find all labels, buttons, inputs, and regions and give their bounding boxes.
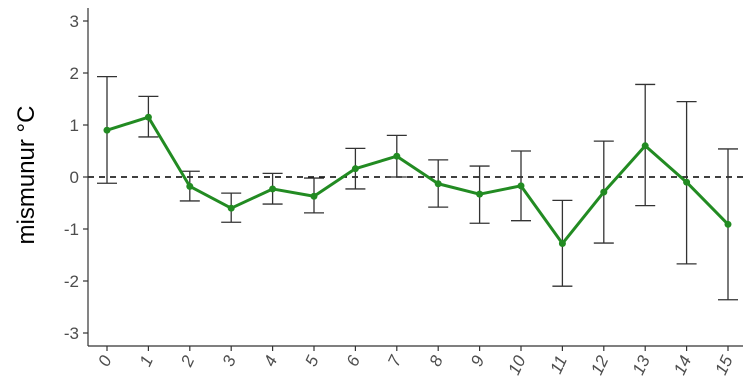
x-tick-label: 7	[384, 352, 405, 369]
y-tick-label: 2	[70, 64, 79, 83]
data-point	[310, 192, 318, 200]
x-tick-label: 9	[467, 352, 488, 369]
x-tick-label: 10	[504, 352, 529, 378]
x-tick-label: 4	[260, 353, 281, 370]
x-tick-label: 6	[343, 352, 364, 369]
x-tick-label: 12	[587, 352, 612, 378]
x-tick-label: 5	[301, 352, 322, 369]
data-point	[186, 182, 194, 190]
data-point	[683, 178, 691, 186]
y-tick-label: 3	[70, 12, 79, 31]
data-point	[269, 185, 277, 193]
x-tick-label: 14	[670, 353, 695, 378]
x-tick-label: 11	[546, 353, 571, 377]
x-tick-label: 15	[711, 352, 736, 378]
x-tick-label: 3	[219, 352, 240, 369]
data-point	[144, 113, 152, 121]
y-tick-label: -2	[64, 272, 79, 291]
x-tick-label: 1	[136, 353, 157, 370]
y-tick-label: -1	[64, 220, 79, 239]
data-point	[434, 180, 442, 188]
data-point	[641, 142, 649, 150]
data-point	[227, 204, 235, 212]
data-point	[476, 190, 484, 198]
x-tick-label: 2	[177, 352, 199, 370]
data-point	[351, 165, 359, 173]
data-point	[103, 126, 111, 134]
data-point	[600, 188, 608, 196]
y-axis-title: mismunur °C	[13, 106, 40, 245]
data-point	[517, 182, 525, 190]
x-tick-label: 8	[426, 352, 447, 369]
x-tick-label: 13	[629, 352, 654, 378]
data-point	[558, 240, 566, 248]
x-tick-label: 0	[94, 352, 115, 369]
y-tick-label: 1	[70, 116, 79, 135]
data-point	[724, 220, 732, 228]
y-tick-label: -3	[64, 324, 79, 343]
y-tick-label: 0	[70, 168, 79, 187]
data-point	[393, 152, 401, 160]
series-line	[105, 115, 730, 246]
